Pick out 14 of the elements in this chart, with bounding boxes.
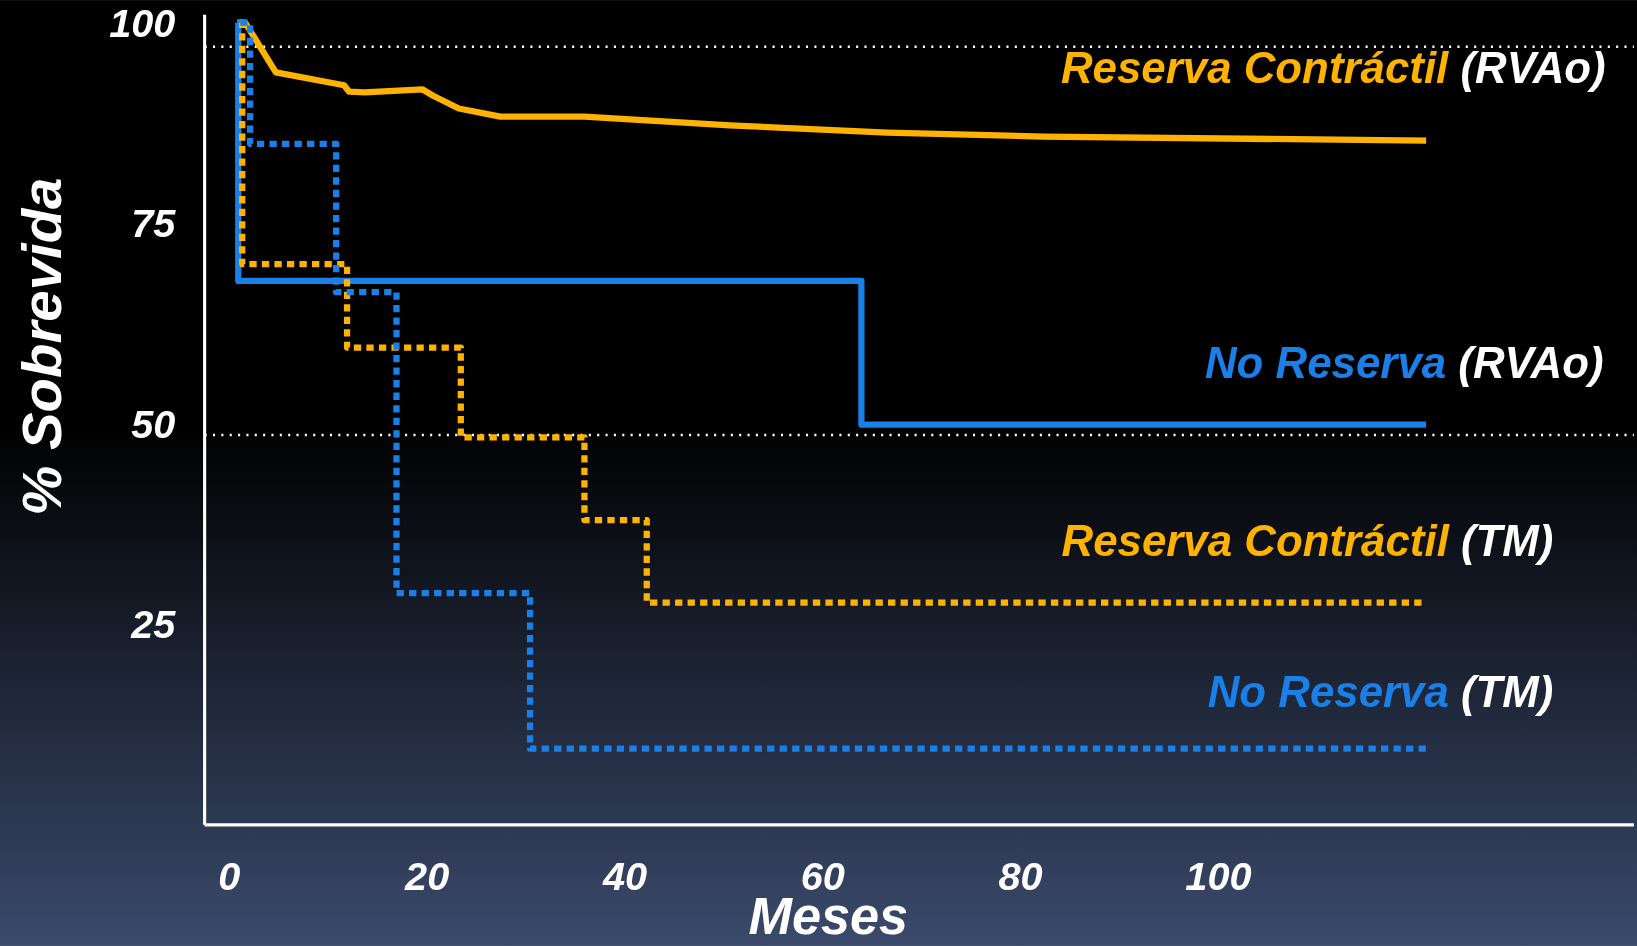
y-axis-title: % Sobrevida — [9, 177, 73, 516]
series-label: No Reserva (TM) — [1207, 666, 1554, 716]
x-tick-label: 40 — [601, 853, 648, 898]
x-tick-label: 0 — [218, 853, 241, 898]
x-tick-label: 20 — [404, 853, 450, 898]
y-tick-label: 25 — [130, 602, 177, 647]
x-tick-label: 80 — [998, 853, 1043, 898]
y-tick-label: 100 — [109, 0, 176, 45]
x-tick-label: 100 — [1185, 853, 1252, 898]
y-tick-label: 75 — [131, 201, 177, 246]
y-tick-label: 50 — [131, 401, 176, 446]
series-label: Reserva Contráctil (RVAo) — [1060, 43, 1606, 93]
series-label: No Reserva (RVAo) — [1204, 337, 1604, 387]
series-label: Reserva Contráctil (TM) — [1061, 515, 1554, 565]
